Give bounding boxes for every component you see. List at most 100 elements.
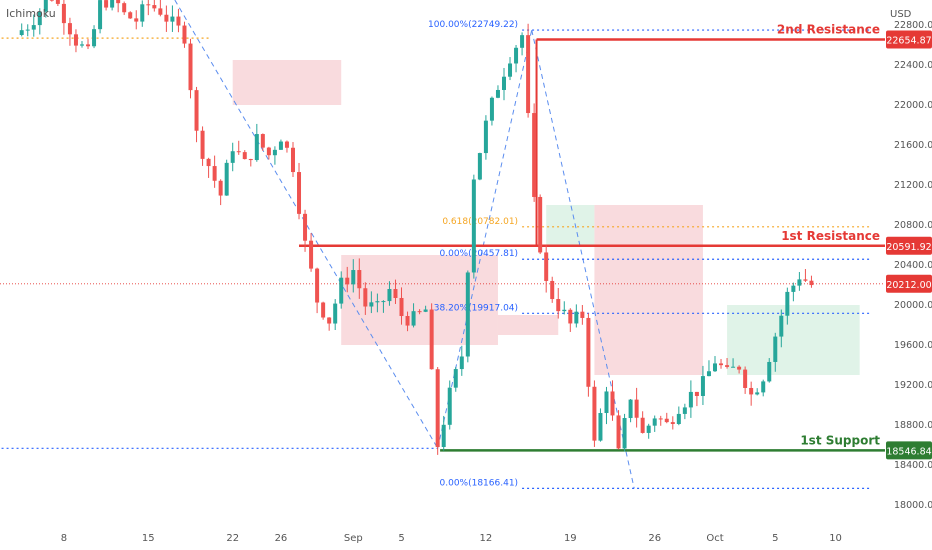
candle-body [375, 301, 380, 303]
swing-line-2 [437, 29, 533, 449]
candle-body [73, 34, 78, 46]
candle-body [483, 120, 488, 154]
candle-body [188, 43, 193, 91]
candle-body [49, 0, 54, 1]
candle-body [393, 289, 398, 298]
candle-body [610, 391, 615, 416]
candle-body [321, 302, 326, 318]
level-name-1: 1st Resistance [781, 229, 880, 243]
x-tick-label-10: 5 [772, 533, 778, 544]
y-tick-label-10: 22000.00 [894, 100, 932, 111]
cloud-segment-4 [594, 205, 703, 375]
candle-body [544, 252, 549, 281]
candle-body [568, 309, 573, 324]
candle-body [495, 89, 500, 98]
candle-body [604, 391, 609, 414]
candle-body [254, 134, 259, 161]
candle-body [628, 399, 633, 419]
y-tick-label-3: 19200.00 [894, 380, 932, 391]
candle-body [779, 315, 784, 337]
x-tick-label-0: 8 [61, 533, 67, 544]
candle-body [688, 391, 693, 408]
candle-body [260, 134, 265, 148]
fib-label-4: 38.20%(19917.04) [434, 303, 518, 313]
candle-body [92, 29, 97, 47]
level-price-tag-0 [886, 30, 932, 49]
candle-body [79, 44, 84, 46]
fib-label-2: 0.618(20782.01) [442, 217, 518, 227]
candle-body [43, 0, 48, 12]
level-price-label-2: 18546.84 [886, 446, 931, 457]
x-tick-label-1: 15 [142, 533, 155, 544]
candle-body [297, 172, 302, 214]
y-tick-label-1: 18400.00 [894, 460, 932, 471]
cloud-segment-2 [497, 315, 559, 335]
y-tick-label-9: 21600.00 [894, 140, 932, 151]
candle-body [37, 11, 42, 26]
candle-body [116, 0, 121, 4]
candle-body [387, 289, 392, 302]
candle-body [700, 376, 705, 396]
candle-body [230, 151, 235, 163]
y-tick-label-2: 18800.00 [894, 420, 932, 431]
y-tick-label-0: 18000.00 [894, 500, 932, 511]
x-tick-label-4: Sep [344, 533, 363, 544]
candle-body [514, 47, 519, 64]
candle-body [616, 415, 621, 449]
candle-body [712, 363, 717, 372]
currency-label: USD [890, 9, 912, 20]
level-name-2: 1st Support [800, 433, 880, 447]
candle-body [682, 407, 687, 414]
y-tick-label-11: 22400.00 [894, 60, 932, 71]
candle-body [248, 159, 253, 161]
x-tick-label-7: 19 [564, 533, 577, 544]
candle-body [562, 309, 567, 312]
candle-body [550, 280, 555, 300]
candle-body [182, 25, 187, 44]
candle-body [98, 0, 103, 30]
candle-body [170, 16, 175, 22]
candle-body [266, 147, 271, 156]
candle-body [664, 418, 669, 423]
support-resistance-levels: 2nd Resistance 22654.87 1st Resistance 2059… [0, 23, 932, 460]
candle-body [646, 425, 651, 433]
candle-body [206, 158, 211, 167]
candle-body [405, 316, 410, 326]
cloud-segment-3 [546, 205, 595, 245]
candle-body [574, 311, 579, 324]
candle-body [791, 285, 796, 292]
candle-body [676, 413, 681, 424]
candle-body [719, 363, 724, 366]
candle-body [598, 413, 603, 441]
candle-body [447, 387, 452, 425]
candle-body [761, 381, 766, 393]
candle-body [110, 0, 115, 8]
candle-body [652, 418, 657, 426]
candle-body [327, 317, 332, 324]
candle-body [785, 291, 790, 316]
candle-body [429, 309, 434, 370]
candle-body [809, 280, 814, 286]
candle-body [242, 152, 247, 160]
candle-body [640, 417, 645, 433]
ichimoku-cloud [174, 0, 860, 489]
candle-body [773, 336, 778, 362]
candle-body [236, 151, 241, 153]
candle-body [580, 311, 585, 318]
candle-body [556, 299, 561, 312]
indicator-label: Ichimoku [6, 7, 56, 20]
candle-body [670, 422, 675, 424]
candle-body [731, 366, 736, 368]
candle-body [755, 392, 760, 395]
candle-body [357, 270, 362, 289]
y-tick-label-6: 20400.00 [894, 260, 932, 271]
cloud-segment-1 [341, 255, 498, 345]
x-tick-label-8: 26 [648, 533, 661, 544]
candle-body [441, 424, 446, 447]
level-price-label-1: 20591.92 [886, 242, 931, 253]
candle-body [122, 3, 127, 13]
candle-body [363, 288, 368, 307]
candle-body [140, 4, 145, 22]
candle-body [278, 141, 283, 150]
